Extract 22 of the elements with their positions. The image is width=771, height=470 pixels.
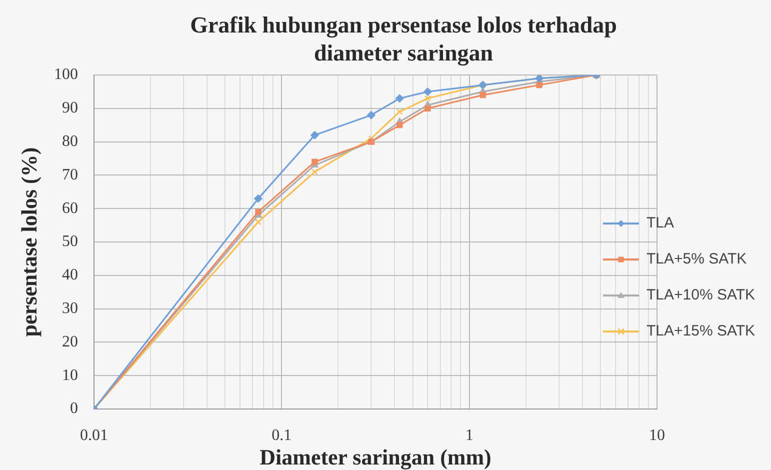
y-tick-label: 60 — [62, 200, 78, 217]
chart-title: Grafik hubungan persentase lolos terhadap diameter saringan — [190, 12, 617, 66]
y-tick-label: 0 — [70, 400, 78, 418]
x-tick-label: 1 — [465, 426, 474, 444]
legend-label: TLA+5% SATK — [646, 250, 747, 268]
y-tick-label: 20 — [62, 333, 78, 350]
y-axis-title: persentase lolos (%) — [16, 147, 42, 337]
y-tick-label: 40 — [62, 266, 78, 284]
legend-label: TLA — [646, 214, 674, 232]
y-tick-label: 50 — [62, 233, 78, 250]
y-tick-label: 80 — [62, 133, 78, 150]
y-tick-label: 70 — [62, 166, 78, 184]
x-tick-label: 0.1 — [272, 426, 292, 444]
y-tick-label: 30 — [62, 300, 78, 318]
x-tick-label: 0.01 — [80, 426, 108, 444]
legend-label: TLA+15% SATK — [646, 322, 756, 340]
x-tick-label: 10 — [649, 426, 665, 444]
y-tick-label: 100 — [54, 66, 78, 84]
y-tick-label: 90 — [62, 100, 78, 117]
x-axis-title: Diameter saringan (mm) — [260, 444, 492, 470]
legend-label: TLA+10% SATK — [646, 286, 756, 304]
y-tick-label: 10 — [62, 366, 78, 384]
